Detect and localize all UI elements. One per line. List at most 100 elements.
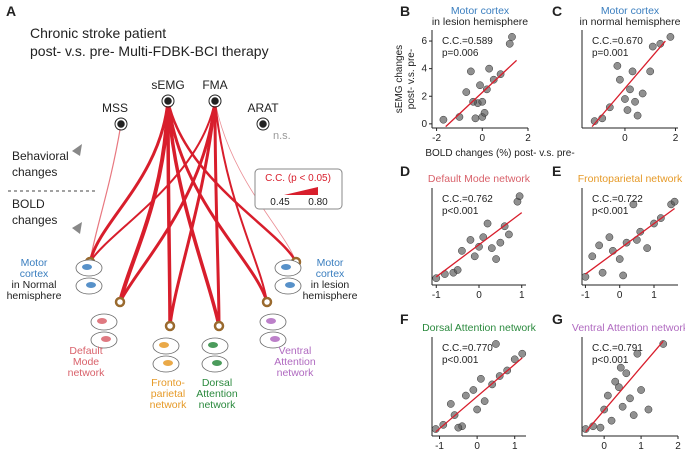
- brain-label: Attention: [196, 388, 238, 400]
- point: [496, 70, 505, 79]
- brain-label: cortex: [20, 268, 49, 280]
- brain-label: network: [150, 399, 188, 411]
- stat-label: p=0.006: [442, 48, 479, 59]
- point: [480, 108, 489, 117]
- legend-box: [254, 168, 343, 210]
- x-tick-label: 2: [673, 133, 679, 144]
- y-tick-label: 0: [421, 119, 427, 130]
- arrow: [72, 222, 82, 234]
- stat-label: p<0.001: [442, 206, 479, 217]
- point: [629, 200, 638, 209]
- point: [461, 391, 470, 400]
- brain-node: [261, 296, 273, 308]
- point: [621, 95, 629, 103]
- point: [581, 272, 590, 281]
- x-tick-label: 2: [675, 441, 681, 452]
- brain-node: [164, 320, 176, 332]
- legend-wedge: [284, 187, 318, 195]
- panel-label: A: [6, 3, 16, 19]
- point: [613, 62, 622, 70]
- stat-label: C.C.=0.791: [592, 343, 643, 354]
- point: [473, 405, 481, 414]
- x-tick-label: 0: [480, 133, 486, 144]
- legend-min: 0.45: [270, 197, 290, 208]
- x-tick-label: 1: [512, 441, 518, 452]
- brain-node: [213, 320, 225, 332]
- brain-label: network: [199, 399, 237, 411]
- fit-line: [445, 59, 518, 128]
- point: [631, 97, 639, 106]
- point: [616, 363, 625, 372]
- y-axis-label: sEMG changes: [394, 45, 405, 113]
- point: [462, 88, 471, 96]
- behavior-label: FMA: [202, 78, 227, 92]
- stat-label: C.C.=0.770: [442, 343, 493, 354]
- point: [483, 85, 491, 94]
- brain-label: Fronto-: [151, 377, 185, 389]
- behavior-node-ring: [114, 117, 128, 131]
- stat-label: p<0.001: [592, 355, 629, 366]
- point: [622, 369, 631, 378]
- point: [454, 423, 463, 432]
- point: [638, 89, 647, 98]
- brain-region: [266, 318, 276, 324]
- point: [469, 386, 478, 394]
- brain-node: [114, 296, 126, 308]
- point: [505, 230, 513, 239]
- chart-title: Motor cortex: [451, 5, 510, 17]
- arrow: [72, 144, 82, 156]
- x-tick-label: 0: [601, 441, 607, 452]
- point: [466, 236, 475, 244]
- ns-label: n.s.: [273, 130, 291, 142]
- y-tick-label: 4: [421, 64, 427, 75]
- stat-label: C.C.=0.722: [592, 194, 643, 205]
- diagram-title: Chronic stroke patient: [30, 25, 166, 41]
- behavioral-label: Behavioral: [12, 149, 69, 163]
- panel-label: C: [552, 3, 562, 19]
- point: [480, 397, 489, 405]
- point: [595, 241, 603, 250]
- y-tick-label: 2: [421, 91, 427, 102]
- brain-label: Motor: [317, 257, 344, 269]
- brain-label: network: [68, 367, 106, 379]
- panel-label: F: [400, 311, 409, 327]
- point: [629, 411, 638, 419]
- point: [581, 425, 590, 433]
- point: [492, 340, 500, 348]
- panel-label: G: [552, 311, 563, 327]
- point: [478, 97, 487, 106]
- point: [590, 117, 599, 125]
- point: [476, 81, 484, 90]
- point: [508, 33, 516, 41]
- point: [485, 64, 493, 73]
- point: [603, 391, 612, 400]
- point: [439, 115, 448, 124]
- brain-region: [82, 264, 92, 270]
- stat-label: C.C.=0.670: [592, 36, 643, 47]
- behavior-node: [209, 95, 221, 107]
- chart-title: Dorsal Attention network: [422, 322, 537, 334]
- point: [644, 405, 653, 414]
- point: [637, 386, 645, 394]
- brain-label: Ventral: [279, 345, 312, 357]
- brain-region: [101, 336, 111, 342]
- fit-line: [585, 340, 664, 433]
- x-tick-label: 1: [519, 290, 525, 301]
- stat-label: p<0.001: [442, 355, 479, 366]
- x-tick-label: 1: [651, 290, 657, 301]
- bold-label: BOLD: [12, 197, 45, 211]
- point: [611, 377, 620, 386]
- point: [483, 219, 492, 228]
- brain-region: [163, 360, 173, 366]
- point: [615, 383, 623, 392]
- point: [477, 374, 485, 383]
- point: [626, 85, 634, 94]
- point: [495, 372, 504, 380]
- behavior-label: sEMG: [151, 78, 184, 92]
- behavior-node: [257, 118, 269, 130]
- brain-label: Dorsal: [202, 377, 232, 389]
- brain-label: in Normal: [12, 279, 57, 291]
- point: [487, 244, 496, 252]
- chart-subtitle: in lesion hemisphere: [432, 16, 528, 28]
